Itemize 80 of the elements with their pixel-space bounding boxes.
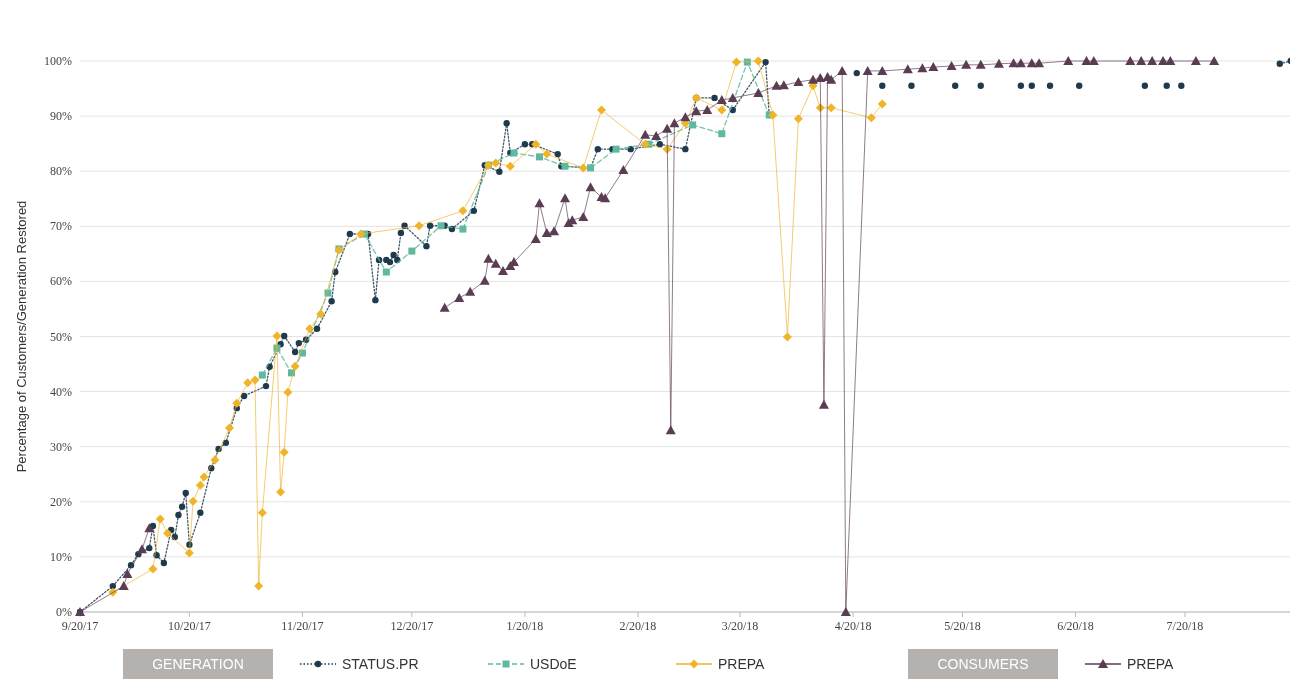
point <box>225 423 235 433</box>
x-tick-label: 6/20/18 <box>1057 619 1094 633</box>
x-tick-label: 9/20/17 <box>61 619 99 633</box>
point <box>148 564 158 574</box>
point <box>195 480 205 490</box>
y-tick-label: 90% <box>50 109 72 124</box>
y-tick-label: 60% <box>50 274 72 289</box>
point <box>731 57 741 67</box>
point <box>414 221 424 231</box>
point <box>184 548 194 558</box>
point <box>257 508 267 518</box>
point <box>316 309 326 319</box>
point <box>210 455 220 465</box>
legend-label: PREPA <box>1127 656 1175 672</box>
point <box>491 158 501 168</box>
legend-label: PREPA <box>718 656 766 672</box>
y-tick-label: 50% <box>50 329 72 344</box>
point <box>505 161 515 171</box>
x-tick-label: 1/20/18 <box>506 619 544 633</box>
legend-label: USDoE <box>530 656 577 672</box>
point <box>877 99 887 109</box>
point <box>793 114 803 124</box>
point <box>356 229 366 239</box>
x-tick-label: 3/20/18 <box>721 619 759 633</box>
point <box>279 447 289 457</box>
point <box>578 163 588 173</box>
point <box>510 149 518 157</box>
x-tick-label: 7/20/18 <box>1166 619 1204 633</box>
legend-label: STATUS.PR <box>342 656 419 672</box>
y-tick-label: 20% <box>50 494 72 509</box>
point <box>689 121 697 129</box>
point <box>717 105 727 115</box>
x-tick-label: 4/20/18 <box>834 619 872 633</box>
point <box>290 361 300 371</box>
text: CONSUMERS <box>937 656 1029 672</box>
point <box>612 145 620 153</box>
point <box>753 56 763 66</box>
point <box>782 332 792 342</box>
x-tick-label: 2/20/18 <box>619 619 657 633</box>
point <box>866 113 876 123</box>
point <box>155 514 165 524</box>
x-tick-label: 5/20/18 <box>944 619 981 633</box>
point <box>640 139 650 149</box>
x-tick-label: 11/20/17 <box>281 619 324 633</box>
y-tick-label: 30% <box>50 439 72 454</box>
y-tick-label: 0% <box>56 605 72 619</box>
point <box>382 268 390 276</box>
point <box>188 496 198 506</box>
point <box>458 206 468 216</box>
point <box>437 222 445 230</box>
point <box>535 153 543 161</box>
y-tick-label: 10% <box>50 549 72 564</box>
y-tick-label: 40% <box>50 384 72 399</box>
point <box>531 139 541 149</box>
point <box>408 247 416 255</box>
point <box>768 110 778 120</box>
point <box>243 378 253 388</box>
text: GENERATION <box>152 656 244 672</box>
point <box>596 105 606 115</box>
y-tick-label: 100% <box>44 54 72 68</box>
point <box>250 375 260 385</box>
point <box>163 528 173 538</box>
x-tick-label: 12/20/17 <box>390 619 434 633</box>
y-tick-label: 70% <box>50 219 72 234</box>
point <box>561 162 569 170</box>
y-tick-label: 80% <box>50 164 72 179</box>
point <box>254 581 264 591</box>
point <box>272 331 282 341</box>
point <box>232 398 242 408</box>
point <box>199 472 209 482</box>
point <box>542 149 552 159</box>
point <box>305 324 315 334</box>
point <box>826 103 836 113</box>
point <box>258 371 266 379</box>
point <box>459 225 467 233</box>
y-axis-title: Percentage of Customers/Generation Restored <box>14 200 29 473</box>
x-tick-label: 10/20/17 <box>168 619 211 633</box>
point <box>276 487 286 497</box>
point <box>283 387 293 397</box>
point <box>718 130 726 138</box>
